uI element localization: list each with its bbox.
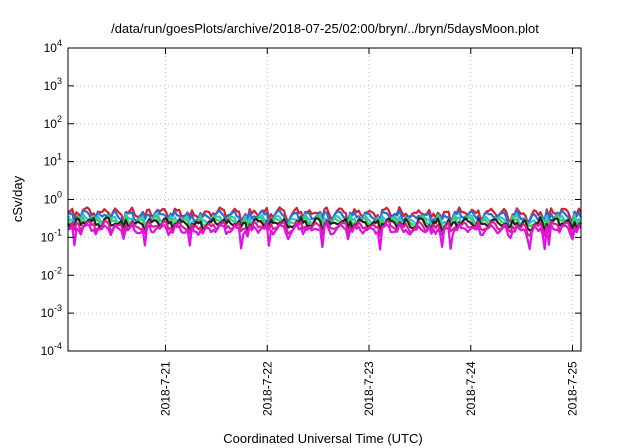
x-tick-label: 2018-7-21 (159, 361, 173, 416)
series-group (66, 206, 583, 251)
x-tick-label: 2018-7-24 (464, 361, 478, 416)
y-tick-label: 100 (44, 190, 62, 207)
y-tick-label: 103 (44, 76, 62, 93)
grid (68, 48, 581, 351)
chart-title: /data/run/goesPlots/archive/2018-07-25/0… (111, 21, 539, 36)
x-axis-label: Coordinated Universal Time (UTC) (223, 431, 422, 446)
y-tick-label: 104 (44, 38, 62, 55)
x-ticks: 2018-7-21 2018-7-22 2018-7-23 2018-7-24 2018… (159, 48, 580, 416)
y-ticks: 10-4 10-3 10-2 10-1 100 101 102 103 104 (41, 38, 581, 358)
x-tick-label: 2018-7-25 (566, 361, 580, 416)
y-tick-label: 10-3 (41, 303, 62, 320)
y-tick-label: 10-4 (41, 341, 62, 358)
y-tick-label: 10-2 (41, 265, 62, 282)
x-tick-label: 2018-7-23 (362, 361, 376, 416)
y-tick-label: 101 (44, 152, 62, 169)
y-tick-label: 102 (44, 114, 62, 131)
series-line (67, 223, 582, 251)
x-tick-label: 2018-7-22 (260, 361, 274, 416)
y-axis-label: cSv/day (10, 175, 25, 222)
y-tick-label: 10-1 (41, 227, 62, 244)
